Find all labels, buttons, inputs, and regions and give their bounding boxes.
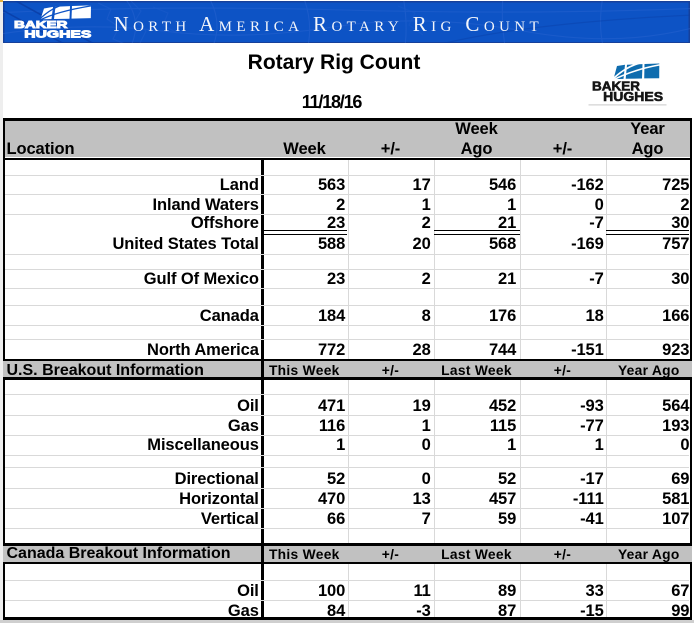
svg-text:BAKER: BAKER	[14, 19, 68, 31]
svg-text:BAKER: BAKER	[592, 79, 641, 94]
svg-text:HUGHES: HUGHES	[603, 89, 663, 104]
svg-text:HUGHES: HUGHES	[24, 28, 91, 40]
